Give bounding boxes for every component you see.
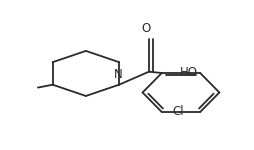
Text: Cl: Cl: [173, 105, 184, 118]
Text: HO: HO: [180, 66, 198, 79]
Text: N: N: [114, 68, 122, 81]
Text: O: O: [141, 22, 151, 35]
